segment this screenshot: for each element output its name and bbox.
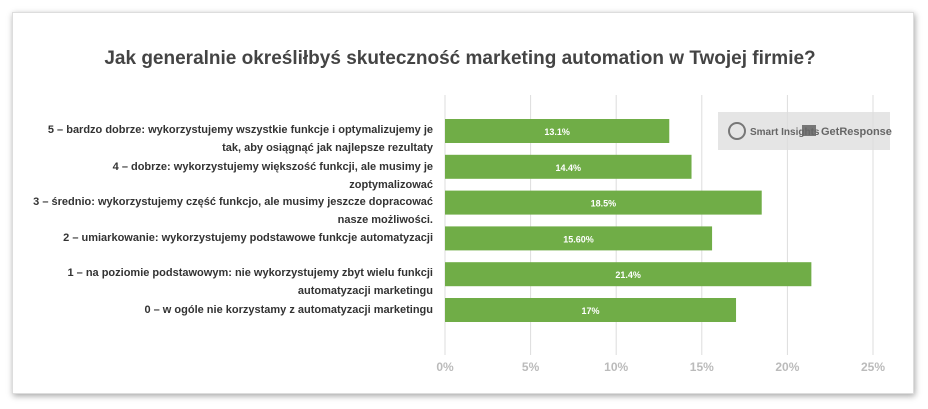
bar — [445, 226, 713, 251]
x-tick-label: 10% — [604, 360, 628, 374]
category-label: 4 – dobrze: wykorzystujemy większość fun… — [112, 160, 433, 191]
chart-title: Jak generalnie określiłbyś skuteczność m… — [104, 48, 815, 69]
logo-text: GetResponse — [821, 126, 892, 138]
bar — [445, 119, 670, 143]
value-label: 13.1% — [544, 127, 570, 137]
logo-icon — [728, 122, 746, 140]
value-label: 17% — [582, 306, 600, 316]
category-label: 1 – na poziomie podstawowym: nie wykorzy… — [67, 267, 433, 298]
bar — [445, 298, 737, 322]
bar — [445, 262, 812, 287]
x-tick-label: 5% — [522, 360, 540, 374]
value-label: 21.4% — [615, 270, 641, 280]
category-label: 0 – w ogóle nie korzystamy z automatyzac… — [144, 304, 433, 316]
value-label: 14.4% — [555, 163, 581, 173]
x-tick-label: 0% — [436, 360, 454, 374]
x-tick-label: 20% — [775, 360, 799, 374]
x-tick-label: 15% — [690, 360, 714, 374]
category-label: 3 – średnio: wykorzystujemy część funkcj… — [33, 195, 433, 226]
logo-text: Smart Insights — [750, 127, 820, 138]
category-label: 5 – bardzo dobrze: wykorzystujemy wszyst… — [47, 124, 433, 154]
bar — [445, 190, 762, 215]
value-label: 18.5% — [591, 199, 617, 209]
bar — [445, 154, 692, 179]
category-label: 2 – umiarkowanie: wykorzystujemy podstaw… — [63, 232, 433, 245]
value-label: 15.60% — [563, 234, 594, 244]
x-tick-label: 25% — [861, 360, 885, 374]
logo-icon — [802, 125, 816, 136]
